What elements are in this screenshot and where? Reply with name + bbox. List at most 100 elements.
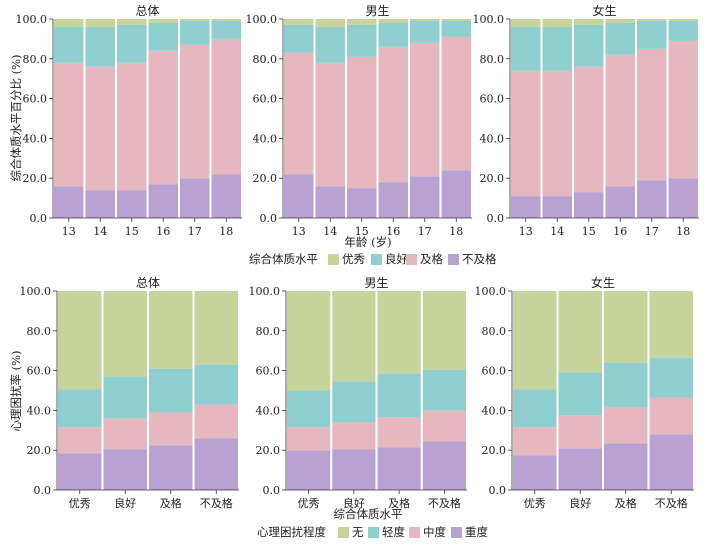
y-tick-label: 40.0	[253, 132, 278, 145]
y-tick-label: 60.0	[253, 93, 278, 106]
x-tick-label: 不及格	[655, 496, 688, 510]
bar-segment-pass	[347, 56, 377, 189]
y-tick-label: 100.0	[20, 285, 52, 298]
bar-segment-good	[85, 26, 115, 67]
bar-segment-pass	[542, 70, 572, 197]
x-tick-label: 优秀	[524, 497, 546, 510]
x-tick-label: 15	[582, 225, 596, 238]
y-tick-label: 80.0	[482, 325, 507, 338]
x-tick-label: 18	[449, 225, 463, 238]
bar-segment-fail	[117, 190, 147, 218]
bottom-legend-label-none: 无	[352, 525, 364, 539]
bar-segment-good	[211, 20, 241, 39]
bar-segment-good	[668, 20, 698, 41]
bar-segment-good	[637, 20, 667, 49]
bar-segment-fail	[85, 190, 115, 218]
bar-segment-fail	[574, 192, 604, 218]
bar-segment-moderate	[604, 407, 648, 444]
y-tick-label: 60.0	[256, 365, 281, 378]
y-tick-label: 20.0	[253, 172, 278, 185]
bar-segment-mild	[377, 373, 421, 418]
bar-segment-excellent	[637, 19, 667, 21]
bottom-legend-swatch-mild	[368, 527, 379, 538]
chart-panel-3: 优秀 良好 及格 不及格 0.0 20.0 40.0 60.0 80.0 100.0 总体	[20, 276, 239, 510]
y-tick-label: 0.0	[263, 484, 281, 497]
bar-segment-fail	[410, 176, 440, 218]
x-tick-label: 优秀	[298, 497, 320, 510]
bar-segment-fail	[347, 188, 377, 218]
bar-segment-severe	[558, 448, 602, 490]
x-tick-label: 及格	[388, 496, 410, 510]
top-legend-swatch-good	[371, 254, 382, 265]
bar-segment-none	[604, 291, 648, 363]
bar-segment-moderate	[287, 427, 331, 451]
y-tick-label: 40.0	[27, 404, 52, 417]
bar-segment-excellent	[511, 19, 541, 27]
top-legend-title: 综合体质水平	[249, 252, 318, 266]
bar-segment-good	[315, 26, 345, 63]
bar-segment-moderate	[332, 422, 376, 450]
bar-segment-good	[574, 24, 604, 67]
bar-segment-good	[511, 26, 541, 71]
y-tick-label: 40.0	[482, 404, 507, 417]
top-x-axis-label: 年龄 (岁)	[344, 235, 391, 249]
bar-segment-excellent	[574, 19, 604, 25]
x-tick-label: 良好	[114, 496, 136, 510]
bar-segment-good	[378, 22, 408, 47]
bar-segment-excellent	[85, 19, 115, 27]
bar-segment-pass	[85, 66, 115, 191]
x-tick-label: 优秀	[69, 497, 91, 510]
bar-segment-none	[558, 291, 602, 373]
x-tick-label: 14	[550, 225, 564, 238]
bar-segment-good	[117, 24, 147, 63]
bar-segment-excellent	[54, 19, 84, 27]
bar-segment-severe	[604, 443, 648, 490]
y-tick-label: 20.0	[23, 172, 48, 185]
x-tick-label: 14	[323, 225, 337, 238]
bar-segment-good	[347, 24, 377, 57]
bottom-legend-label-severe: 重度	[465, 525, 488, 539]
chart-panel-5: 优秀 良好 及格 不及格 0.0 20.0 40.0 60.0 80.0 100.0 女生	[475, 275, 694, 510]
bar-segment-none	[332, 291, 376, 382]
bar-segment-pass	[180, 44, 210, 179]
bar-segment-good	[180, 20, 210, 45]
top-legend-label-excellent: 优秀	[342, 252, 365, 266]
y-tick-label: 100.0	[246, 13, 278, 26]
bar-segment-fail	[180, 178, 210, 218]
bar-segment-severe	[332, 449, 376, 490]
top-legend-swatch-fail	[448, 254, 459, 265]
x-tick-label: 及格	[160, 496, 182, 510]
y-tick-label: 0.0	[489, 484, 507, 497]
y-tick-label: 100.0	[249, 285, 281, 298]
y-tick-label: 100.0	[475, 285, 507, 298]
bar-segment-none	[103, 291, 147, 377]
bar-segment-excellent	[347, 19, 377, 25]
bar-segment-excellent	[378, 19, 408, 23]
bar-segment-mild	[422, 369, 466, 411]
bar-segment-pass	[211, 38, 241, 175]
bar-segment-mild	[103, 376, 147, 419]
bar-segment-moderate	[558, 415, 602, 449]
y-tick-label: 80.0	[256, 325, 281, 338]
bar-segment-good	[148, 22, 178, 51]
bar-segment-pass	[441, 36, 471, 171]
x-tick-label: 良好	[569, 496, 591, 510]
top-y-axis-label: 综合体质水平百分比 (%)	[9, 54, 23, 181]
chart-panels: 13 14 15 16 17 180.020.040.060.080.0100.0总体13…	[16, 3, 699, 510]
bar-segment-fail	[284, 174, 314, 218]
x-tick-label: 及格	[615, 496, 637, 510]
bar-segment-none	[513, 291, 557, 390]
y-tick-label: 80.0	[23, 53, 48, 66]
bar-segment-pass	[315, 62, 345, 187]
top-legend-swatch-excellent	[328, 254, 339, 265]
panel-title: 总体	[136, 276, 160, 290]
bar-segment-none	[649, 291, 693, 358]
bar-segment-excellent	[668, 19, 698, 21]
bar-segment-excellent	[148, 19, 178, 23]
bar-segment-pass	[637, 48, 667, 181]
bar-segment-mild	[558, 372, 602, 416]
bar-segment-severe	[194, 438, 238, 490]
y-tick-label: 100.0	[473, 13, 505, 26]
y-tick-label: 0.0	[30, 212, 48, 225]
top-legend-label-fail: 不及格	[462, 252, 497, 266]
